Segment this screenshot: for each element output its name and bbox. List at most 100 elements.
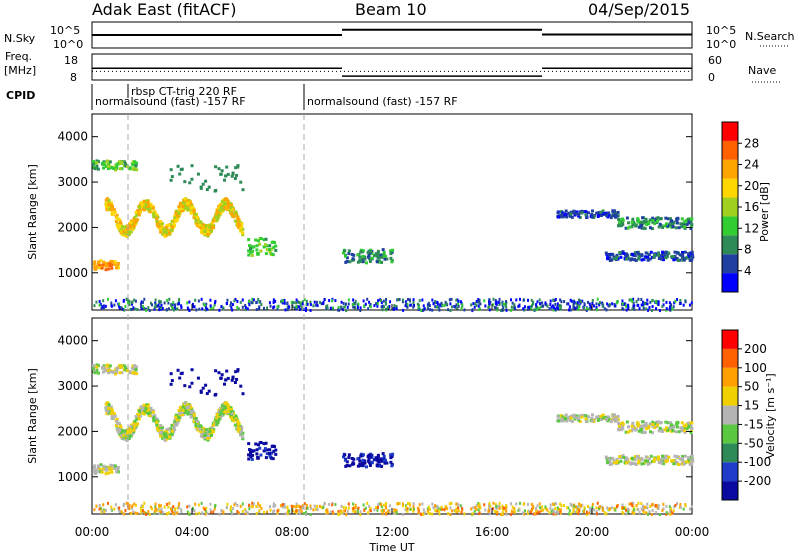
echo-cell [535,303,538,307]
echo-cell [303,502,306,506]
echo-cell [173,420,177,424]
echo-cell [116,262,120,266]
echo-cell [112,208,116,212]
echo-cell [651,305,654,309]
echo-cell [624,226,628,230]
echo-cell [128,504,131,508]
echo-cell [370,252,374,256]
echo-cell [235,173,239,177]
echo-cell [656,457,660,461]
echo-cell [478,298,481,302]
echo-cell [100,266,104,270]
echo-cell [601,302,604,306]
echo-cell [226,172,230,176]
echo-cell [167,223,171,227]
echo-cell [299,301,302,305]
echo-cell [219,211,223,215]
echo-cell [382,503,385,507]
echo-cell [642,226,646,230]
echo-cell [181,204,185,208]
echo-cell [118,510,121,514]
echo-cell [158,505,161,509]
echo-cell [609,216,613,220]
echo-cell [653,218,657,222]
echo-cell [171,303,174,307]
echo-cell [223,401,227,405]
echo-cell [343,509,346,513]
echo-cell [177,416,181,420]
echo-cell [622,506,625,510]
echo-cell [108,465,112,469]
echo-cell [271,457,275,461]
echo-cell [688,303,691,307]
echo-cell [110,508,113,512]
echo-cell [690,421,694,425]
echo-cell [154,505,157,509]
echo-cell [412,305,415,309]
echo-cell [128,371,132,375]
echo-cell [651,502,654,506]
echo-cell [478,512,481,516]
echo-cell [100,306,103,310]
echo-cell [369,509,372,513]
echo-cell [474,506,477,510]
echo-cell [121,225,125,229]
echo-cell [477,504,480,508]
echo-cell [209,431,213,435]
echo-cell [649,504,652,508]
echo-cell [337,509,340,513]
echo-cell [309,507,312,511]
echo-cell [147,207,151,211]
echo-cell [624,255,628,259]
echo-cell [101,305,104,309]
echo-cell [495,504,498,508]
echo-cell [215,413,219,417]
echo-cell [274,503,277,507]
echo-cell [572,415,576,419]
echo-cell [625,420,629,424]
echo-cell [647,253,651,257]
echo-cell [530,303,533,307]
echo-cell [281,505,284,509]
echo-cell [644,220,648,224]
echo-cell [92,262,96,266]
echo-cell [572,303,575,307]
echo-cell [605,256,609,260]
echo-cell [249,455,253,459]
echo-cell [636,424,640,428]
echo-cell [560,300,563,304]
echo-cell [249,251,253,255]
echo-cell [139,405,143,409]
echo-cell [102,366,106,370]
echo-cell [670,255,674,259]
echo-cell [455,502,458,506]
echo-cell [522,511,525,515]
echo-cell [265,452,269,456]
echo-cell [116,217,120,221]
echo-cell [655,307,658,311]
echo-cell [423,511,426,515]
echo-cell [604,455,608,459]
echo-cell [118,371,122,375]
echo-cell [651,219,655,223]
echo-cell [206,227,210,231]
echo-cell [115,216,119,220]
echo-cell [690,301,693,305]
echo-cell [569,212,573,216]
echo-cell [671,459,675,463]
echo-cell [273,509,276,513]
echo-cell [129,424,133,428]
echo-cell [606,215,610,219]
echo-cell [122,512,125,516]
echo-cell [523,509,526,513]
echo-cell [597,210,601,214]
echo-cell [115,367,119,371]
echo-cell [372,458,376,462]
echo-cell [274,248,278,252]
echo-cell [570,419,574,423]
echo-cell [303,511,306,515]
echo-cell [674,226,678,230]
echo-cell [200,224,204,228]
echo-cell [680,427,684,431]
echo-cell [368,257,372,261]
